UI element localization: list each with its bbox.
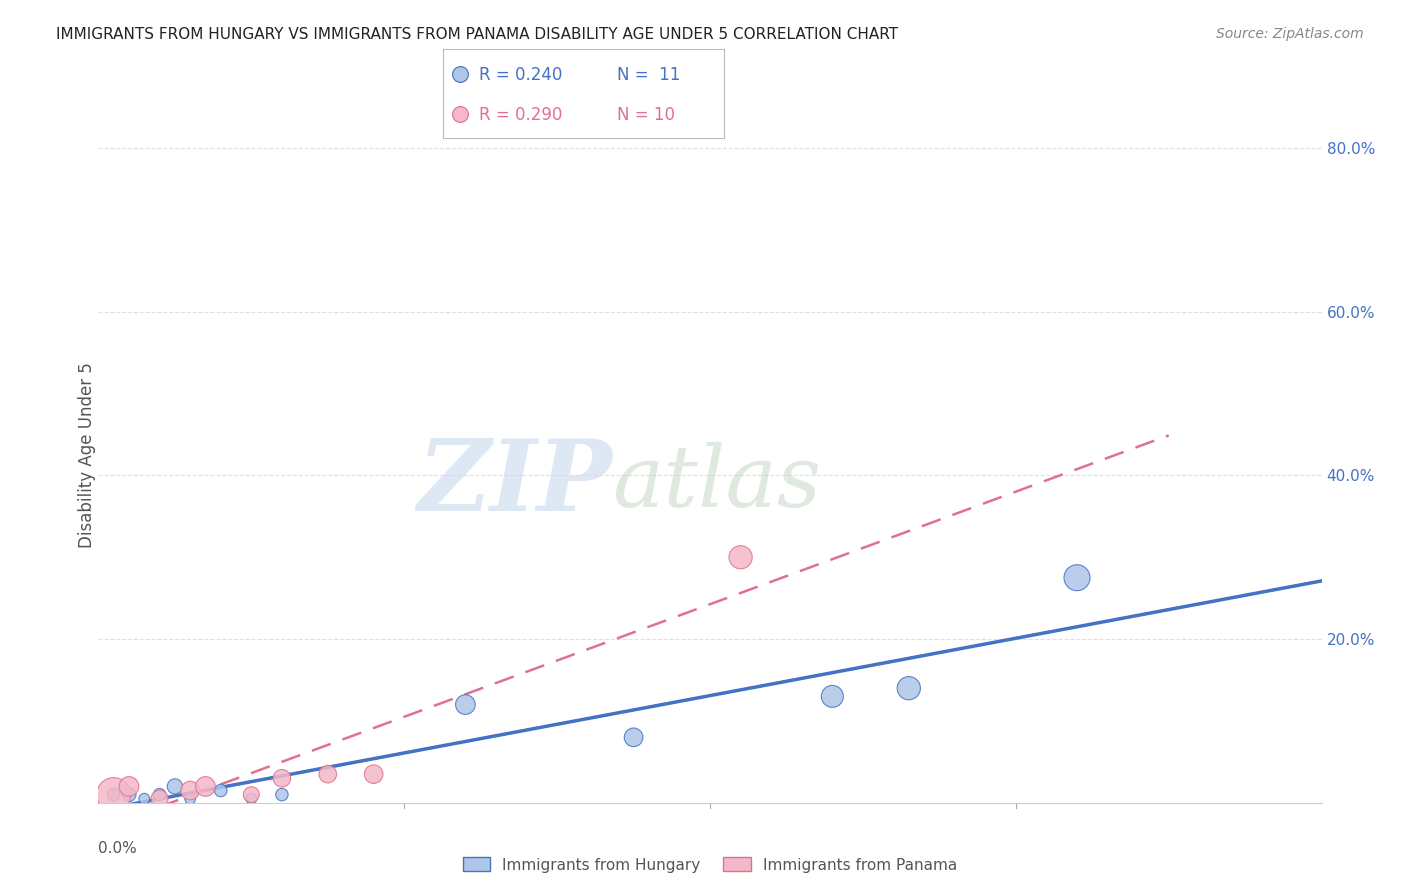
Point	[194, 780, 217, 794]
Text: ZIP: ZIP	[418, 434, 612, 531]
Point	[449, 107, 471, 121]
Point	[118, 780, 141, 794]
Point	[149, 788, 172, 802]
Text: Source: ZipAtlas.com: Source: ZipAtlas.com	[1216, 27, 1364, 41]
Point	[179, 791, 201, 805]
Text: N = 10: N = 10	[617, 106, 675, 124]
Point	[623, 731, 645, 745]
Point	[103, 788, 125, 802]
Legend: Immigrants from Hungary, Immigrants from Panama: Immigrants from Hungary, Immigrants from…	[457, 851, 963, 879]
Point	[454, 698, 477, 712]
Point	[1066, 571, 1088, 585]
Point	[240, 791, 263, 805]
Point	[270, 771, 294, 785]
Point	[240, 788, 263, 802]
Point	[821, 690, 844, 704]
Point	[103, 788, 125, 802]
Text: R = 0.240: R = 0.240	[479, 66, 562, 84]
Y-axis label: Disability Age Under 5: Disability Age Under 5	[79, 362, 96, 548]
Point	[449, 67, 471, 81]
Point	[270, 788, 294, 802]
Point	[209, 783, 232, 797]
Point	[149, 791, 172, 805]
Text: N =  11: N = 11	[617, 66, 681, 84]
Text: IMMIGRANTS FROM HUNGARY VS IMMIGRANTS FROM PANAMA DISABILITY AGE UNDER 5 CORRELA: IMMIGRANTS FROM HUNGARY VS IMMIGRANTS FR…	[56, 27, 898, 42]
Text: 0.0%: 0.0%	[98, 841, 138, 856]
Point	[363, 767, 385, 781]
Point	[730, 550, 752, 565]
Text: atlas: atlas	[612, 442, 821, 524]
Point	[316, 767, 339, 781]
Point	[163, 780, 186, 794]
Text: R = 0.290: R = 0.290	[479, 106, 562, 124]
Point	[897, 681, 920, 696]
Point	[179, 783, 201, 797]
Point	[134, 791, 156, 805]
Point	[118, 788, 141, 802]
